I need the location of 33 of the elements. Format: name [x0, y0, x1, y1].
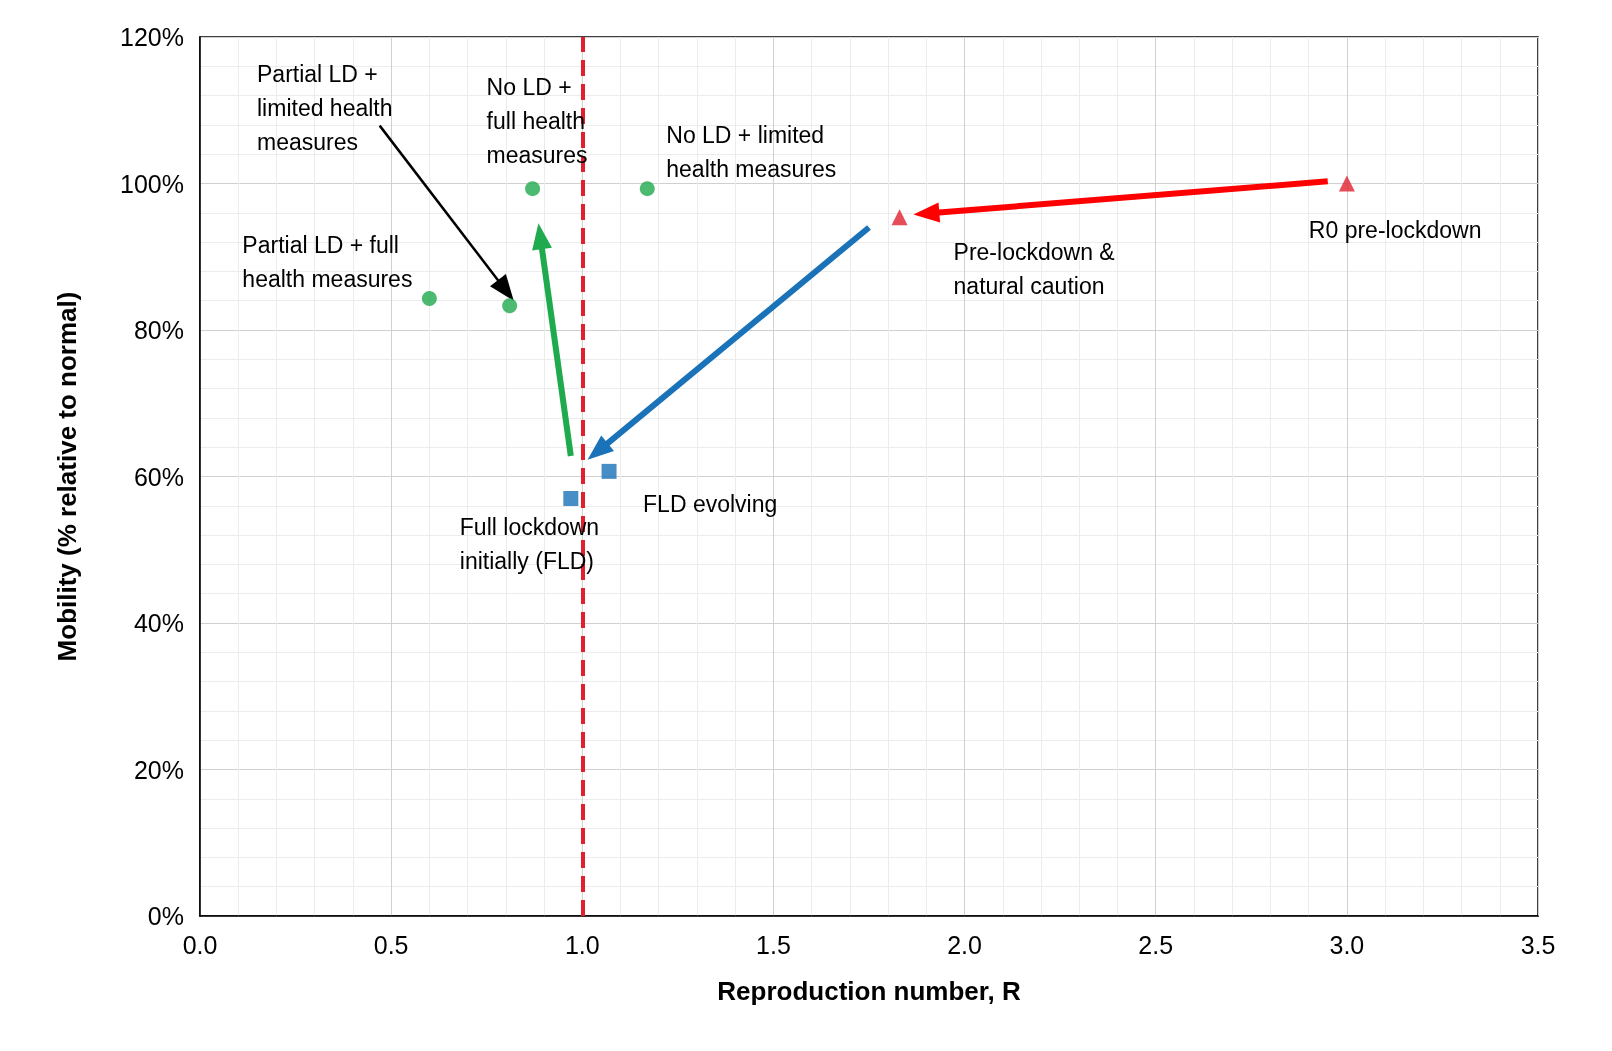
point [525, 181, 541, 197]
y-tick-label: 20% [133, 755, 184, 784]
annotation: No LD + limited health measures [666, 121, 837, 182]
annotation: Full lockdown initially (FLD) [459, 514, 600, 575]
annotation: No LD + full health measures [486, 73, 588, 168]
annotation: Partial LD + limited health measures [257, 61, 393, 155]
point [1338, 175, 1355, 192]
annotation: Partial LD + full health measures [242, 231, 413, 292]
y-tick-label: 80% [133, 316, 184, 344]
point [639, 181, 655, 197]
point [563, 490, 579, 506]
y-tick-label: 60% [133, 462, 184, 491]
point [891, 209, 908, 226]
annotation: R0 pre-lockdown [1308, 216, 1482, 243]
x-tick-label: 3.0 [1329, 930, 1365, 959]
annotation: FLD evolving [643, 491, 778, 518]
y-tick-label: 100% [120, 169, 184, 198]
x-tick-label: 2.5 [1138, 930, 1174, 959]
y-tick-label: 40% [133, 609, 184, 637]
point [421, 291, 437, 306]
x-tick-label: 1.5 [756, 930, 791, 959]
y-tick-label: 0% [147, 902, 184, 930]
point [502, 298, 518, 314]
x-tick-label: 1.0 [564, 930, 600, 959]
x-tick-label: 0.0 [182, 930, 218, 959]
x-axis-title: Reproduction number, R [717, 976, 1021, 1006]
y-tick-label: 120% [120, 23, 184, 51]
y-axis-title: Mobility (% relative to normal) [52, 291, 82, 662]
x-tick-label: 2.0 [947, 930, 982, 959]
point [601, 463, 617, 479]
annotation: Pre-lockdown & natural caution [953, 239, 1115, 300]
x-tick-label: 3.5 [1520, 930, 1556, 959]
x-tick-label: 0.5 [373, 930, 409, 959]
